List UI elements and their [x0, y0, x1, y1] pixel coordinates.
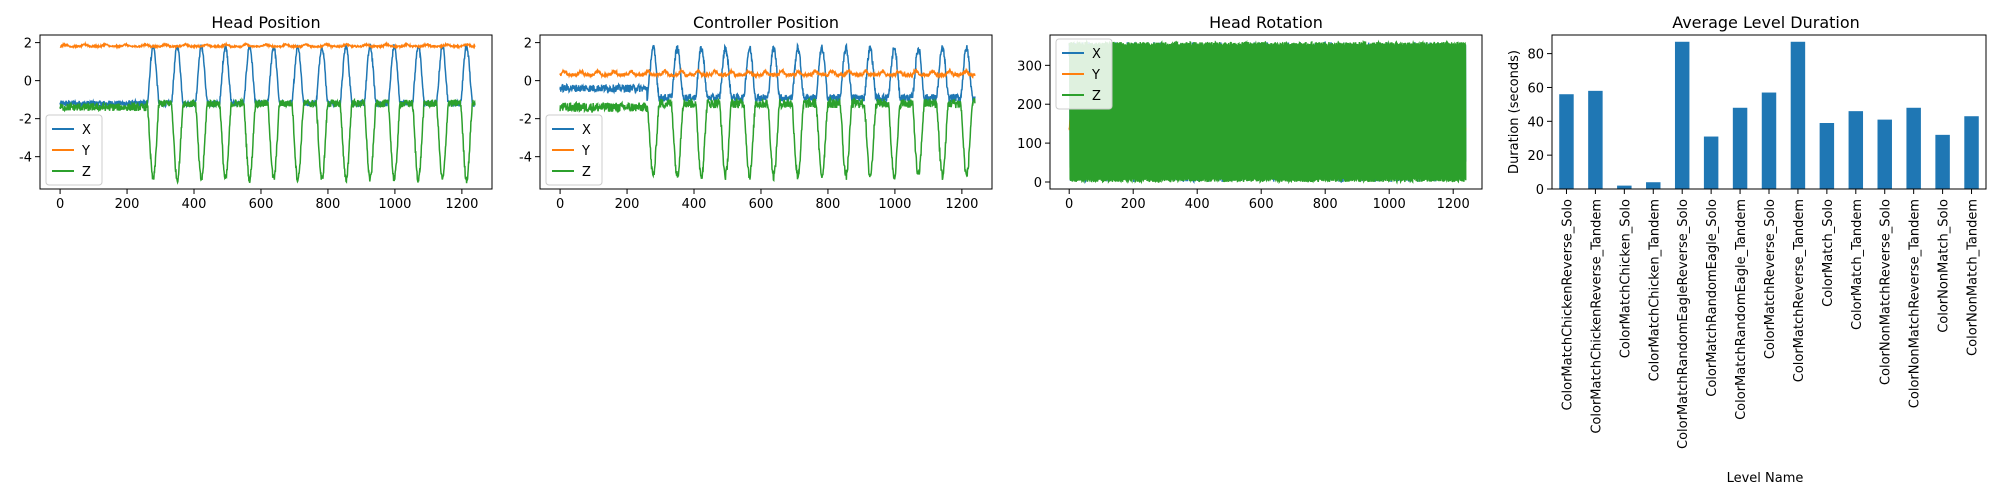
- x-tick-label: 1200: [945, 197, 978, 212]
- y-tick-label: 200: [1017, 98, 1042, 113]
- x-tick-label: ColorMatchReverse_Tandem: [1792, 199, 1807, 382]
- series-line-y: [59, 40, 476, 51]
- legend-label: Z: [582, 165, 591, 180]
- x-tick-label: ColorMatchRandomEagle_Solo: [1705, 199, 1720, 397]
- x-tick-label: 1000: [378, 197, 411, 212]
- y-tick-label: 100: [1017, 137, 1042, 152]
- chart-controller-position: Controller Position 0 200 400 600 800 1000 120…: [519, 13, 993, 212]
- y-tick-label: 60: [1527, 81, 1544, 96]
- y-tick-label: 0: [1034, 176, 1042, 191]
- y-tick-label: 2: [24, 37, 32, 52]
- series-line-x: [59, 43, 476, 109]
- bar: [1877, 119, 1892, 189]
- x-tick-label: ColorMatchRandomEagleReverse_Solo: [1676, 199, 1691, 449]
- x-axis-label: Level Name: [1727, 471, 1804, 486]
- series-line-y: [559, 67, 976, 80]
- series-line-z: [1068, 39, 1467, 185]
- bar: [1559, 94, 1574, 189]
- plot-frame: [1049, 34, 1483, 190]
- y-tick-label: 0: [1536, 183, 1544, 198]
- plot-frame: [539, 34, 993, 190]
- y-tick-label: -4: [519, 151, 532, 166]
- chart-average-level-duration: Average Level Duration Level Name Durati…: [1507, 13, 1987, 486]
- x-tick-label: ColorNonMatchReverse_Solo: [1879, 199, 1894, 385]
- bar: [1703, 136, 1719, 189]
- x-tick-label: ColorMatchChickenReverse_Tandem: [1589, 199, 1604, 434]
- x-tick-label: 0: [1065, 197, 1073, 212]
- x-tick-label: 800: [1313, 197, 1338, 212]
- legend-label: Y: [81, 144, 90, 159]
- legend-label: Z: [1092, 89, 1101, 104]
- x-tick-label: 1000: [878, 197, 911, 212]
- plot-frame: [1551, 34, 1987, 190]
- y-tick-label: 80: [1527, 48, 1544, 63]
- plot-frame: [39, 34, 493, 190]
- y-tick-label: 300: [1017, 59, 1042, 74]
- legend-label: X: [1092, 47, 1101, 62]
- bar: [1588, 90, 1603, 189]
- x-tick-label: 400: [1185, 197, 1210, 212]
- y-tick-label: -2: [19, 113, 32, 128]
- chart-title: Average Level Duration: [1672, 13, 1860, 32]
- x-tick-label: 400: [182, 197, 207, 212]
- chart-title: Head Position: [211, 13, 320, 32]
- legend-label: X: [582, 123, 591, 138]
- x-tick-label: 600: [249, 197, 274, 212]
- series-line-z: [559, 96, 976, 182]
- bar: [1646, 182, 1661, 189]
- bar: [1964, 116, 1979, 189]
- y-tick-label: 20: [1527, 149, 1544, 164]
- x-tick-label: 0: [56, 197, 64, 212]
- series-line-z: [59, 97, 476, 185]
- x-tick-label: ColorMatchChicken_Tandem: [1647, 199, 1662, 381]
- x-tick-label: ColorNonMatch_Tandem: [1966, 199, 1981, 356]
- bar: [1935, 134, 1950, 189]
- x-tick-label: 0: [556, 197, 564, 212]
- legend-label: Z: [82, 165, 91, 180]
- bar: [1848, 111, 1864, 189]
- chart-title: Controller Position: [693, 13, 839, 32]
- y-axis-label: Duration (seconds): [1507, 50, 1522, 174]
- x-tick-label: ColorNonMatch_Solo: [1937, 199, 1952, 333]
- x-tick-label: 200: [615, 197, 640, 212]
- chart-head-position: Head Position 0 200 400 600 800 1000 1200 2 0 -2 -…: [19, 13, 493, 212]
- y-tick-label: -4: [19, 151, 32, 166]
- bar: [1732, 107, 1748, 189]
- bar: [1761, 92, 1777, 189]
- bar: [1790, 41, 1806, 190]
- x-tick-label: 1200: [445, 197, 478, 212]
- x-tick-label: 1000: [1373, 197, 1406, 212]
- legend-label: Y: [1091, 68, 1100, 83]
- legend-label: X: [82, 123, 91, 138]
- x-tick-label: ColorNonMatchReverse_Tandem: [1908, 199, 1923, 408]
- x-tick-label: 200: [1121, 197, 1146, 212]
- x-tick-label: 600: [749, 197, 774, 212]
- y-tick-label: 0: [24, 75, 32, 90]
- y-tick-label: -2: [519, 113, 532, 128]
- x-tick-label: 200: [115, 197, 140, 212]
- chart-title: Head Rotation: [1209, 13, 1323, 32]
- x-tick-label: ColorMatchRandomEagle_Tandem: [1734, 199, 1749, 420]
- bar: [1617, 185, 1632, 189]
- x-tick-label: 800: [316, 197, 341, 212]
- bar: [1819, 123, 1835, 189]
- x-tick-label: ColorMatchChicken_Solo: [1618, 199, 1633, 358]
- x-tick-label: 800: [816, 197, 841, 212]
- y-tick-label: 40: [1527, 115, 1544, 130]
- x-tick-label: 600: [1249, 197, 1274, 212]
- x-tick-label: 400: [682, 197, 707, 212]
- x-tick-label: ColorMatch_Tandem: [1850, 199, 1865, 330]
- y-tick-label: 2: [524, 37, 532, 52]
- bar: [1674, 41, 1690, 190]
- x-tick-label: ColorMatchChickenReverse_Solo: [1560, 199, 1575, 411]
- x-tick-label: 1200: [1437, 197, 1470, 212]
- x-tick-label: ColorMatch_Solo: [1821, 199, 1836, 307]
- y-tick-label: 0: [524, 75, 532, 90]
- bar: [1906, 107, 1921, 189]
- x-tick-label: ColorMatchReverse_Solo: [1763, 199, 1778, 359]
- legend-label: Y: [581, 144, 590, 159]
- series-line-x: [559, 42, 976, 105]
- chart-head-rotation: Head Rotation 0 200 400 600 800 1000 120030020…: [1017, 13, 1483, 212]
